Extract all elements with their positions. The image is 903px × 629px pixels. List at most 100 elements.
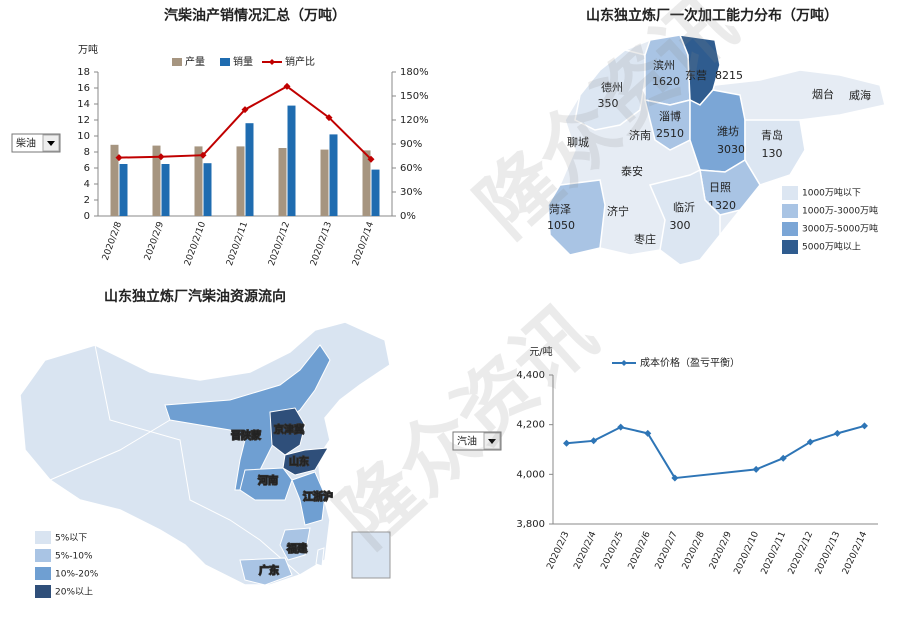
region-name: 日照 [709,181,731,194]
y-tick-label: 4 [84,179,90,190]
legend-marker [269,59,275,65]
region-name: 淄博 [659,110,681,123]
region [547,179,606,256]
dropdown-arrow[interactable] [47,141,55,146]
region-value: 2510 [656,127,684,140]
dropdown-value[interactable]: 柴油 [16,137,36,150]
bar [236,146,245,216]
y-tick-label: 12 [77,115,90,126]
y-tick-label: 4,200 [516,420,545,431]
legend-label: 产量 [185,55,205,68]
region-name: 烟台 [812,87,834,101]
gap-connector [674,468,757,480]
region-name: 晋陕蒙 [231,429,261,442]
map-title: 山东独立炼厂汽柴油资源流向 [104,288,286,305]
line-marker [779,454,787,462]
legend-swatch [782,186,798,200]
region-name: 江浙沪 [303,490,333,503]
y-tick-label: 4,400 [516,370,545,381]
y2-tick-label: 90% [400,139,422,150]
legend-swatch [35,585,51,598]
bar [161,164,170,216]
region [269,407,306,456]
region-value: 3030 [717,143,745,156]
region-name: 威海 [849,88,871,102]
region-name: 滨州 [653,58,675,72]
inset-box [351,531,391,579]
line-marker [157,153,165,161]
y2-tick-label: 120% [400,115,429,126]
region [239,467,293,501]
legend-swatch [220,58,230,66]
line-marker [806,438,814,446]
region-name: 临沂 [673,200,695,214]
region-name: 河南 [258,474,278,487]
bar [203,163,212,216]
region-value: 1320 [708,199,736,212]
region-value: 1050 [547,219,575,232]
line-marker [283,82,291,90]
bar [152,145,161,216]
dropdown-arrow[interactable] [488,439,496,444]
region-name: 济南 [629,128,651,142]
line-marker [325,114,333,122]
line-marker [860,422,868,430]
region [164,344,331,491]
legend-label: 10%-20% [55,570,99,580]
legend-swatch [782,222,798,236]
y-tick-label: 3,800 [516,519,545,530]
region [279,527,311,561]
region-value: 350 [598,97,619,110]
legend-marker [621,360,627,366]
line-marker [563,439,571,447]
bar [371,169,380,216]
bar [287,105,296,216]
line-marker [115,154,123,162]
region-name: 潍坊 [717,124,739,138]
line-marker [644,429,652,437]
y-tick-label: 14 [77,99,90,110]
legend-label: 销产比 [285,55,315,68]
dropdown[interactable]: 柴油 [11,133,61,153]
bar [194,146,203,216]
bar [119,164,128,216]
province-borders [49,419,171,481]
y-tick-label: 6 [84,163,90,174]
legend-swatch [782,204,798,218]
region-name: 京津冀 [274,423,304,436]
dropdown[interactable]: 汽油 [452,431,502,451]
region-value: 300 [670,219,691,232]
bar [245,123,254,216]
legend-label: 5%以下 [55,534,87,544]
region-name: 菏泽 [549,203,571,216]
region-name: 广东 [259,564,279,577]
y-tick-label: 0 [84,211,90,222]
bar [362,150,371,216]
y-tick-label: 8 [84,147,90,158]
region [239,557,293,586]
legend-label: 1000万-3000万吨 [802,205,878,217]
legend-label: 3000万-5000万吨 [802,223,878,235]
legend-label: 1000万吨以下 [802,187,861,199]
region-name: 东营 [685,68,707,82]
bar [110,144,119,216]
legend-swatch [35,549,51,562]
line-marker [752,465,760,473]
y2-tick-label: 150% [400,91,429,102]
y-axis-unit: 元/吨 [529,345,552,358]
y-tick-label: 2 [84,195,90,206]
y-axis-unit: 万吨 [78,43,98,56]
chart-title: 汽柴油产销情况汇总（万吨） [164,7,346,24]
region-name: 济宁 [607,204,629,218]
province-borders [94,344,301,576]
legend-swatch [172,58,182,66]
region-value: 8215 [715,69,743,82]
y-tick-label: 18 [77,67,90,78]
region-name: 枣庄 [634,232,656,246]
region-name: 福建 [286,542,308,555]
dropdown-value[interactable]: 汽油 [457,435,477,448]
line-marker [241,106,249,114]
line-marker [590,437,598,445]
line-marker [367,155,375,163]
line-marker [617,423,625,431]
